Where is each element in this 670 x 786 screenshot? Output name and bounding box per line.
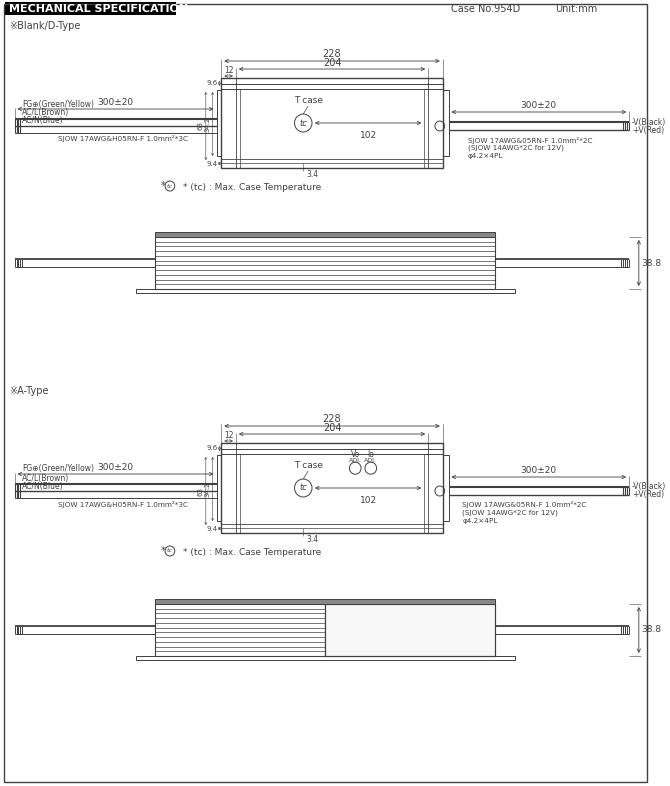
Text: tc: tc <box>167 549 173 553</box>
Text: 38.8: 38.8 <box>642 259 662 267</box>
Bar <box>136 289 515 293</box>
Text: φ4.2×4PL: φ4.2×4PL <box>468 153 503 159</box>
Text: MECHANICAL SPECIFICATION: MECHANICAL SPECIFICATION <box>9 3 188 13</box>
Bar <box>325 604 495 656</box>
Text: SJOW 17AWG&H05RN-F 1.0mm²*3C: SJOW 17AWG&H05RN-F 1.0mm²*3C <box>58 501 188 508</box>
Text: AC/L(Brown): AC/L(Brown) <box>22 473 70 483</box>
Text: ※Blank/D-Type: ※Blank/D-Type <box>9 21 80 31</box>
Text: * (tc) : Max. Case Temperature: * (tc) : Max. Case Temperature <box>182 183 321 192</box>
Text: 204: 204 <box>323 423 341 433</box>
Text: 9.4: 9.4 <box>206 161 218 167</box>
Text: (SJOW 14AWG*2C for 12V): (SJOW 14AWG*2C for 12V) <box>462 510 558 516</box>
Text: Unit:mm: Unit:mm <box>555 3 598 13</box>
Text: 102: 102 <box>360 131 377 140</box>
Text: +V(Red): +V(Red) <box>632 490 664 499</box>
Bar <box>221 443 443 533</box>
Bar <box>221 78 443 168</box>
Text: T case: T case <box>293 96 323 105</box>
Text: -V(Black): -V(Black) <box>632 117 666 127</box>
Text: tc: tc <box>299 119 307 127</box>
Text: 12: 12 <box>224 66 233 75</box>
Text: -V(Black): -V(Black) <box>632 483 666 491</box>
Text: *: * <box>161 546 165 556</box>
Bar <box>216 90 221 156</box>
Text: 300±20: 300±20 <box>521 466 557 475</box>
Text: Io: Io <box>367 450 375 459</box>
Text: FG⊕(Green/Yellow): FG⊕(Green/Yellow) <box>22 465 94 473</box>
Bar <box>155 604 325 656</box>
Text: T case: T case <box>293 461 323 470</box>
Text: SJOW 17AWG&05RN-F 1.0mm²*2C: SJOW 17AWG&05RN-F 1.0mm²*2C <box>468 137 592 144</box>
Bar <box>136 656 515 660</box>
Text: SJOW 17AWG&05RN-F 1.0mm²*2C: SJOW 17AWG&05RN-F 1.0mm²*2C <box>462 501 587 509</box>
Text: AC/N(Blue): AC/N(Blue) <box>22 482 64 490</box>
Text: 63: 63 <box>198 122 204 130</box>
Text: 300±20: 300±20 <box>97 463 133 472</box>
Text: 300±20: 300±20 <box>97 98 133 107</box>
Text: ADJ.: ADJ. <box>349 458 362 463</box>
Text: 9.6: 9.6 <box>206 80 218 86</box>
Bar <box>155 237 495 289</box>
Text: ADJ.: ADJ. <box>364 458 377 463</box>
Text: AC/L(Brown): AC/L(Brown) <box>22 108 70 117</box>
Text: +V(Red): +V(Red) <box>632 126 664 134</box>
Text: 38.8: 38.8 <box>642 626 662 634</box>
Bar <box>216 455 221 521</box>
Text: 3.4: 3.4 <box>306 170 318 179</box>
Text: AC/N(Blue): AC/N(Blue) <box>22 116 64 126</box>
Text: 3.4: 3.4 <box>306 535 318 544</box>
Text: Case No.954D: Case No.954D <box>452 3 521 13</box>
Text: 9.4: 9.4 <box>206 526 218 532</box>
Bar <box>155 232 495 237</box>
Bar <box>325 604 495 656</box>
Text: 228: 228 <box>323 414 341 424</box>
Text: tc: tc <box>299 483 307 493</box>
Text: 63: 63 <box>198 487 204 495</box>
Bar <box>443 455 448 521</box>
Text: *: * <box>161 181 165 191</box>
Bar <box>155 599 495 604</box>
Bar <box>443 90 448 156</box>
Text: ※A-Type: ※A-Type <box>9 386 48 396</box>
Bar <box>5 2 176 15</box>
Text: 228: 228 <box>323 49 341 59</box>
Text: (SJOW 14AWG*2C for 12V): (SJOW 14AWG*2C for 12V) <box>468 145 564 151</box>
Text: 12: 12 <box>224 431 233 440</box>
Text: 102: 102 <box>360 496 377 505</box>
Text: 34.2: 34.2 <box>204 481 210 497</box>
Text: * (tc) : Max. Case Temperature: * (tc) : Max. Case Temperature <box>182 548 321 557</box>
Text: φ4.2×4PL: φ4.2×4PL <box>462 518 498 524</box>
Text: FG⊕(Green/Yellow): FG⊕(Green/Yellow) <box>22 100 94 108</box>
Text: 34.2: 34.2 <box>204 116 210 132</box>
Text: tc: tc <box>167 183 173 189</box>
Text: Vo: Vo <box>350 450 360 459</box>
Text: 204: 204 <box>323 58 341 68</box>
Text: SJOW 17AWG&H05RN-F 1.0mm²*3C: SJOW 17AWG&H05RN-F 1.0mm²*3C <box>58 135 188 142</box>
Text: 300±20: 300±20 <box>521 101 557 110</box>
Text: 9.6: 9.6 <box>206 445 218 451</box>
